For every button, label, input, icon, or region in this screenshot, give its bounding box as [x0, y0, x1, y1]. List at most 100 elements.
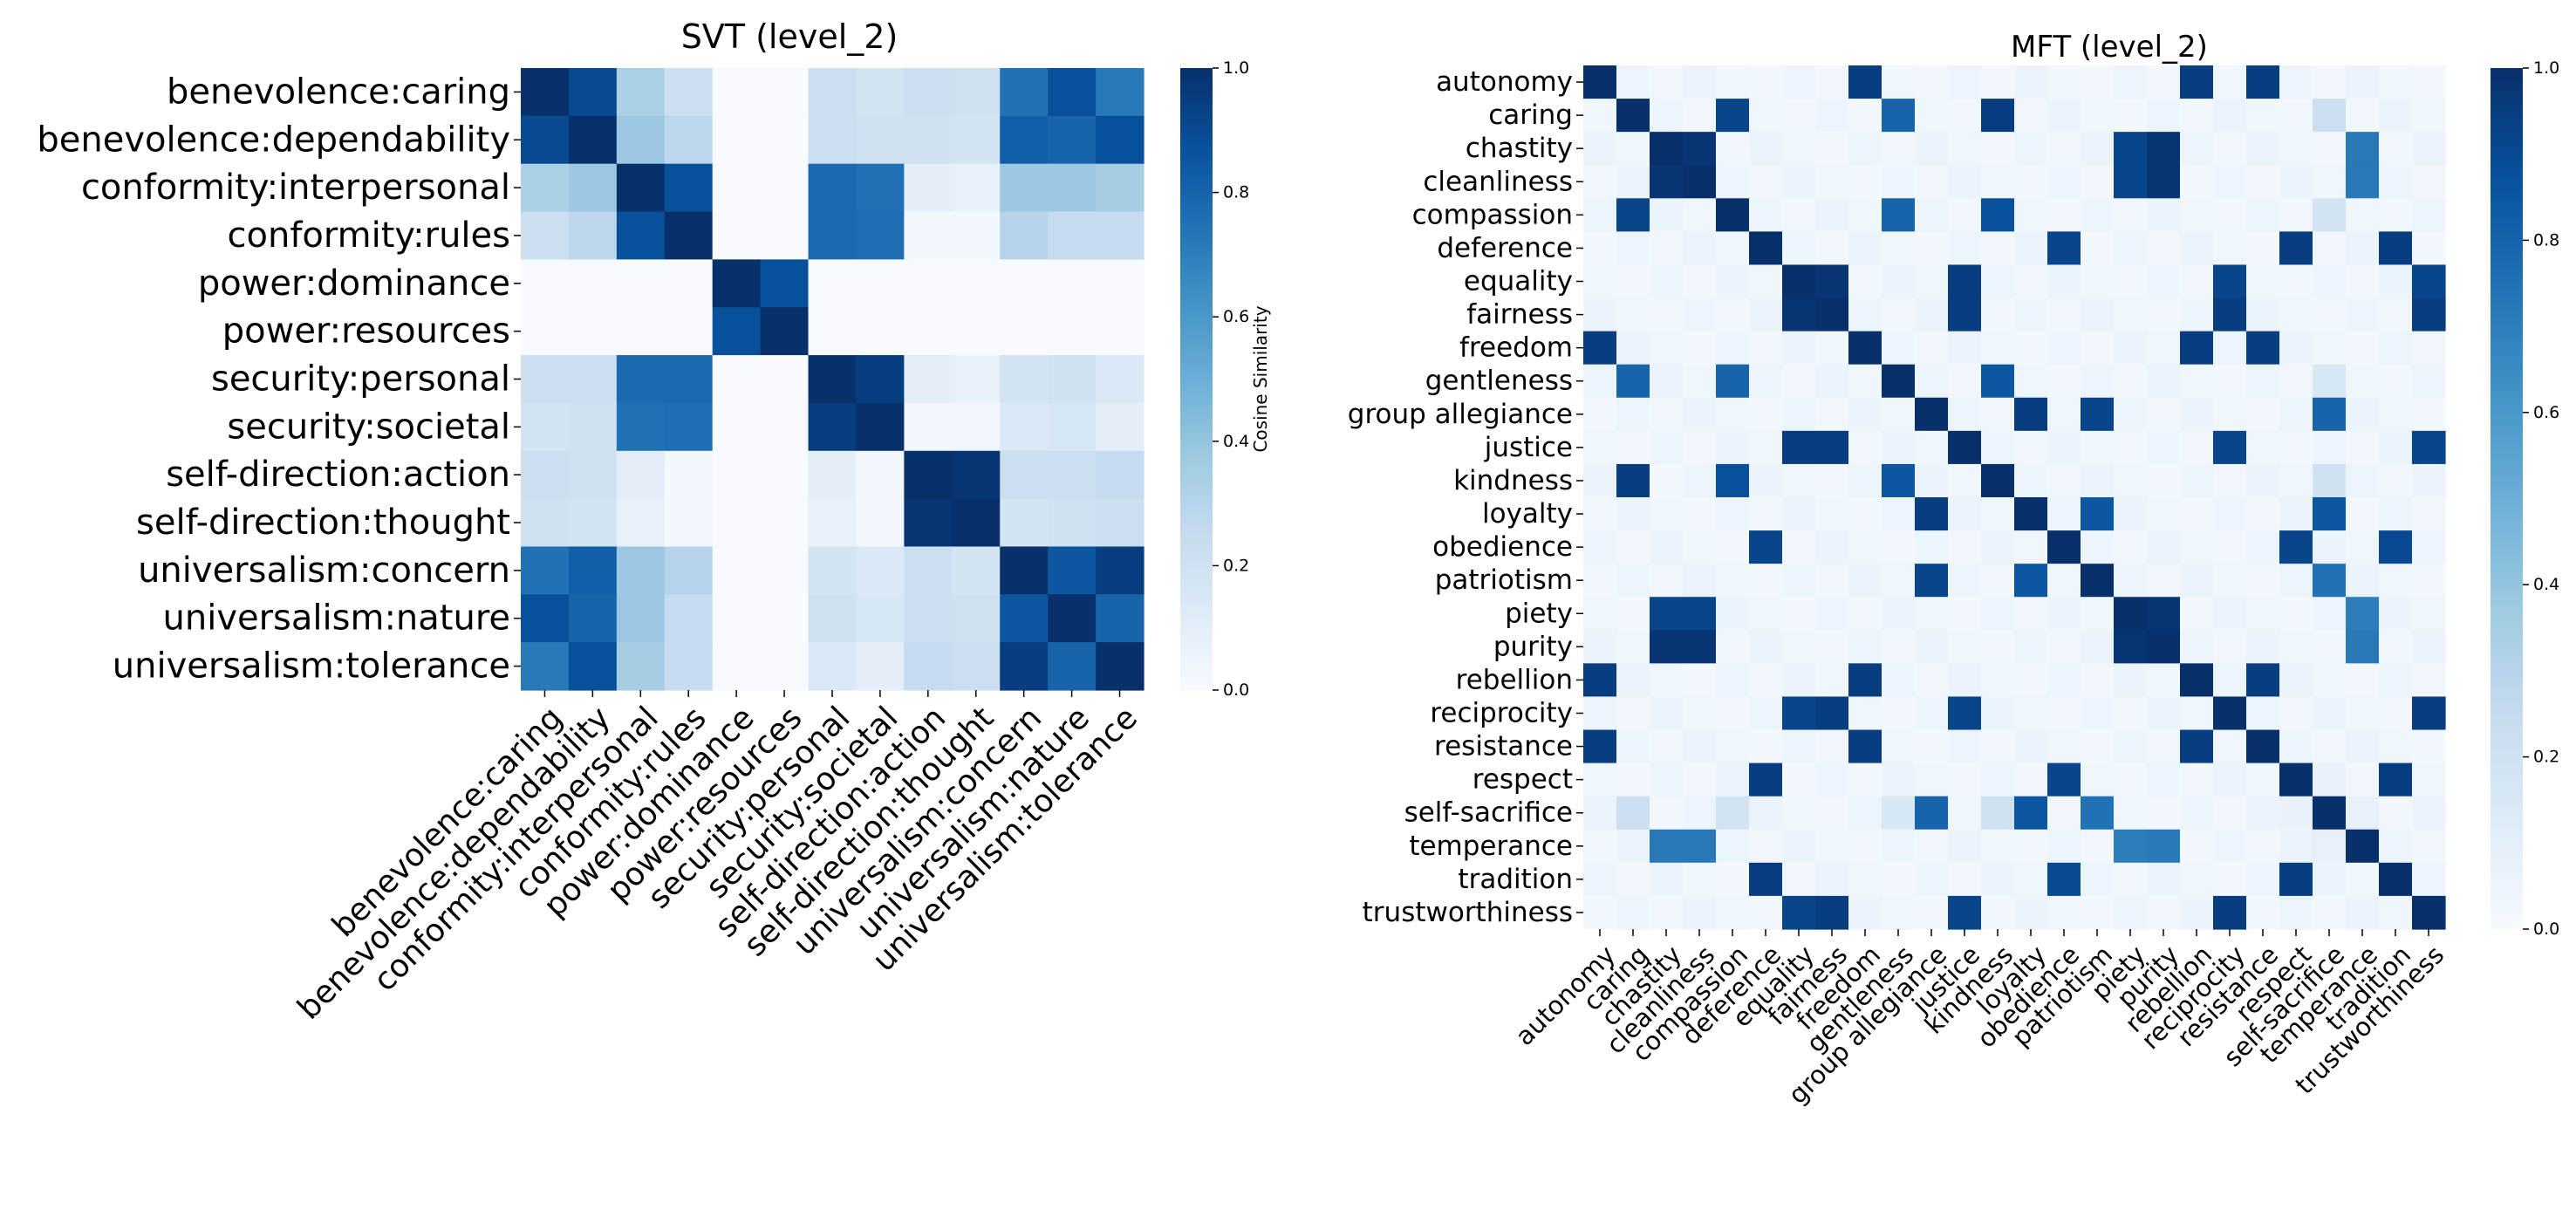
mft-cell: [1915, 564, 1949, 598]
svt-colorbar-segment: [1180, 550, 1213, 557]
mft-colorbar-segment: [2491, 276, 2523, 284]
mft-cell: [1716, 497, 1750, 531]
mft-cell: [2213, 364, 2247, 399]
mft-cell: [2279, 264, 2313, 299]
mft-cell: [2346, 99, 2380, 133]
svt-colorbar-segment: [1180, 135, 1213, 141]
svt-cell: [760, 211, 810, 260]
mft-cell: [2279, 99, 2313, 133]
mft-cell: [1616, 729, 1650, 764]
svt-cell: [1048, 355, 1097, 404]
mft-colorbar-segment: [2491, 692, 2523, 701]
mft-cell: [1716, 564, 1750, 598]
svt-cell: [712, 163, 762, 213]
mft-cell: [2213, 198, 2247, 232]
mft-colorbar-segment: [2491, 240, 2523, 249]
svt-colorbar-segment: [1180, 648, 1213, 655]
mft-cell: [1915, 331, 1949, 366]
mft-colorbar-segment: [2491, 133, 2523, 140]
mft-colorbar: 0.0 0.2 0.4 0.6 0.8 1.0: [2491, 58, 2559, 939]
mft-cell: [1981, 729, 2015, 764]
mft-cell: [1815, 65, 1849, 99]
mft-colorbar-segment: [2491, 656, 2523, 665]
mft-y-tick-label: purity: [1493, 631, 1573, 662]
mft-cell: [2346, 364, 2380, 399]
mft-cell: [1915, 696, 1949, 731]
mft-cell: [2014, 630, 2048, 664]
mft-colorbar-segment: [2491, 498, 2523, 507]
mft-cell: [1915, 862, 1949, 897]
svt-cell: [568, 498, 618, 548]
svt-cell: [521, 115, 570, 165]
svt-colorbar-segment: [1180, 456, 1213, 463]
mft-cell: [2047, 762, 2081, 797]
mft-colorbar-segment: [2491, 864, 2523, 872]
svt-cell: [664, 402, 714, 452]
mft-cell: [2047, 364, 2081, 399]
mft-y-tick-label: self-sacrifice: [1404, 797, 1573, 829]
mft-cell: [2379, 696, 2413, 731]
mft-colorbar-segment: [2491, 68, 2523, 76]
svt-colorbar-segment: [1180, 435, 1213, 442]
mft-cell: [1716, 132, 1750, 166]
mft-colorbar-segment: [2491, 262, 2523, 270]
mft-cell: [2313, 99, 2347, 133]
mft-cell: [1981, 297, 2015, 332]
mft-cell: [1616, 264, 1650, 299]
mft-cell: [1782, 862, 1816, 897]
mft-cell: [2379, 165, 2413, 199]
mft-cell: [2313, 895, 2347, 930]
mft-cell: [2379, 264, 2413, 299]
svt-colorbar-segment: [1180, 539, 1213, 546]
mft-y-tick-label: obedience: [1432, 531, 1573, 563]
svt-colorbar-segment: [1180, 254, 1213, 261]
mft-cell: [1848, 829, 1882, 864]
mft-cell: [2313, 630, 2347, 664]
mft-cell: [1616, 231, 1650, 266]
svt-cell: [1000, 498, 1049, 548]
svt-cell: [760, 498, 810, 548]
mft-cell: [1583, 762, 1617, 797]
mft-cell: [2081, 630, 2115, 664]
mft-cell: [1782, 597, 1816, 631]
mft-cell: [1848, 364, 1882, 399]
mft-cell: [1683, 65, 1717, 99]
mft-cell: [1815, 397, 1849, 432]
svt-cell: [664, 68, 714, 117]
mft-y-tick-label: respect: [1472, 764, 1573, 796]
mft-cell: [2213, 829, 2247, 864]
svt-cell: [904, 642, 953, 691]
mft-cell: [1981, 862, 2015, 897]
mft-cell: [1948, 331, 1982, 366]
svt-cell: [1096, 259, 1145, 308]
mft-cell: [1782, 430, 1816, 465]
mft-colorbar-segment: [2491, 405, 2523, 414]
svt-colorbar-segment: [1180, 384, 1213, 390]
mft-cell: [2346, 829, 2380, 864]
mft-colorbar-segment: [2491, 879, 2523, 887]
mft-cell: [2014, 297, 2048, 332]
mft-y-tick-label: deference: [1437, 232, 1573, 263]
mft-cell: [1749, 297, 1783, 332]
mft-cell: [2081, 463, 2115, 498]
mft-cell: [1882, 564, 1916, 598]
mft-cell: [2279, 630, 2313, 664]
mft-cell: [2246, 397, 2280, 432]
mft-cell: [1782, 796, 1816, 831]
mft-cell: [2114, 198, 2148, 232]
svt-cell: [1000, 259, 1049, 308]
mft-cell: [2246, 132, 2280, 166]
mft-cell: [2246, 198, 2280, 232]
mft-cell: [1782, 463, 1816, 498]
mft-colorbar-segment: [2491, 598, 2523, 607]
mft-cell: [2180, 762, 2214, 797]
svt-colorbar-segment: [1180, 270, 1213, 277]
mft-cell: [1583, 564, 1617, 598]
mft-cell: [2379, 796, 2413, 831]
svt-y-tick-label: universalism:nature: [163, 598, 510, 639]
mft-cell: [1749, 597, 1783, 631]
mft-cell: [1782, 696, 1816, 731]
mft-cell: [2279, 430, 2313, 465]
mft-colorbar-segment: [2491, 369, 2523, 378]
svt-colorbar-segment: [1180, 130, 1213, 136]
